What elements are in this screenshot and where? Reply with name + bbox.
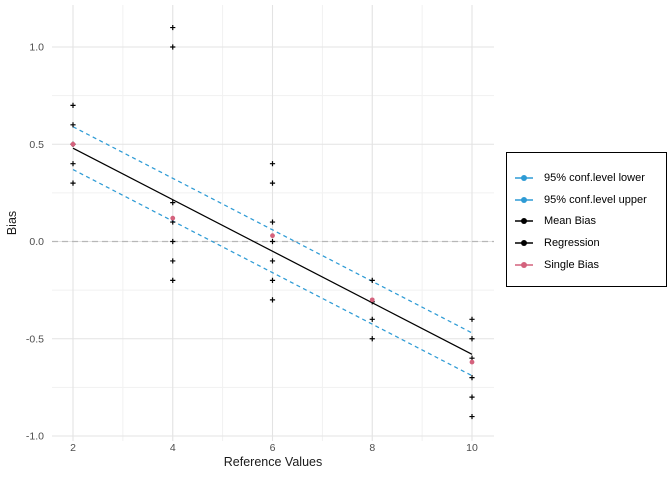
legend-label: 95% conf.level upper xyxy=(544,193,647,206)
mean-bias-point xyxy=(469,413,475,420)
single-bias-key-icon xyxy=(515,262,533,269)
y-tick-label: -1.0 xyxy=(26,431,44,443)
mean-bias-point xyxy=(469,316,475,322)
mean-bias-point xyxy=(170,24,176,31)
y-tick-label: 0.0 xyxy=(29,236,44,248)
single-bias-point xyxy=(369,297,375,303)
legend: 95% conf.level lower 95% conf.level uppe… xyxy=(506,152,667,287)
mean-bias-point xyxy=(170,238,176,245)
mean-bias-point xyxy=(369,316,375,322)
mean-bias-point xyxy=(469,375,475,381)
legend-item-conf-lower: 95% conf.level lower xyxy=(515,171,658,185)
mean-bias-point xyxy=(369,336,375,342)
mean-bias-point xyxy=(469,336,475,342)
single-bias-point xyxy=(469,359,475,365)
legend-label: 95% conf.level lower xyxy=(544,171,645,184)
conf-lower-key-icon xyxy=(515,174,533,181)
mean-bias-point xyxy=(70,161,76,167)
y-axis-title: Bias xyxy=(5,211,19,235)
legend-item-single-bias: Single Bias xyxy=(515,258,658,272)
legend-item-conf-upper: 95% conf.level upper xyxy=(515,193,658,207)
mean-bias-point xyxy=(70,180,76,186)
mean-bias-point xyxy=(469,394,475,400)
x-tick-label: 2 xyxy=(70,442,76,454)
mean-bias-point xyxy=(269,258,276,264)
mean-bias-point xyxy=(269,219,276,225)
mean-bias-point xyxy=(269,277,276,283)
single-bias-point xyxy=(170,215,176,221)
x-tick-label: 6 xyxy=(270,442,276,454)
mean-bias-point xyxy=(269,180,276,186)
mean-bias-point xyxy=(269,238,276,245)
single-bias-point xyxy=(270,233,275,239)
mean-bias-point xyxy=(170,258,176,264)
mean-bias-point xyxy=(369,277,375,283)
95-conf-level-upper-line xyxy=(72,126,473,334)
legend-label: Mean Bias xyxy=(544,215,596,228)
conf-upper-key-icon xyxy=(515,196,533,203)
mean-bias-point xyxy=(70,122,76,128)
y-tick-label: 0.5 xyxy=(29,139,44,151)
mean-bias-point xyxy=(170,200,176,206)
legend-item-regression: Regression xyxy=(515,236,658,250)
y-tick-label: 1.0 xyxy=(29,42,44,54)
95-conf-level-lower-line xyxy=(72,168,473,377)
legend-label: Single Bias xyxy=(544,259,600,272)
mean-bias-point xyxy=(170,44,176,50)
mean-bias-point xyxy=(70,102,76,108)
regression-line xyxy=(72,147,473,355)
legend-item-mean-bias: Mean Bias xyxy=(515,215,658,229)
x-tick-label: 8 xyxy=(369,442,375,454)
x-tick-label: 4 xyxy=(170,442,176,454)
mean-bias-point xyxy=(269,297,276,303)
mean-bias-point xyxy=(269,161,276,167)
x-tick-label: 10 xyxy=(466,442,478,454)
legend-label: Regression xyxy=(544,237,600,250)
y-tick-label: -0.5 xyxy=(26,333,44,345)
mean-bias-point xyxy=(170,277,176,283)
mean-bias-key-icon xyxy=(515,218,533,225)
single-bias-point xyxy=(70,141,76,147)
regression-key-icon xyxy=(515,240,533,247)
x-axis-title: Reference Values xyxy=(224,455,322,469)
